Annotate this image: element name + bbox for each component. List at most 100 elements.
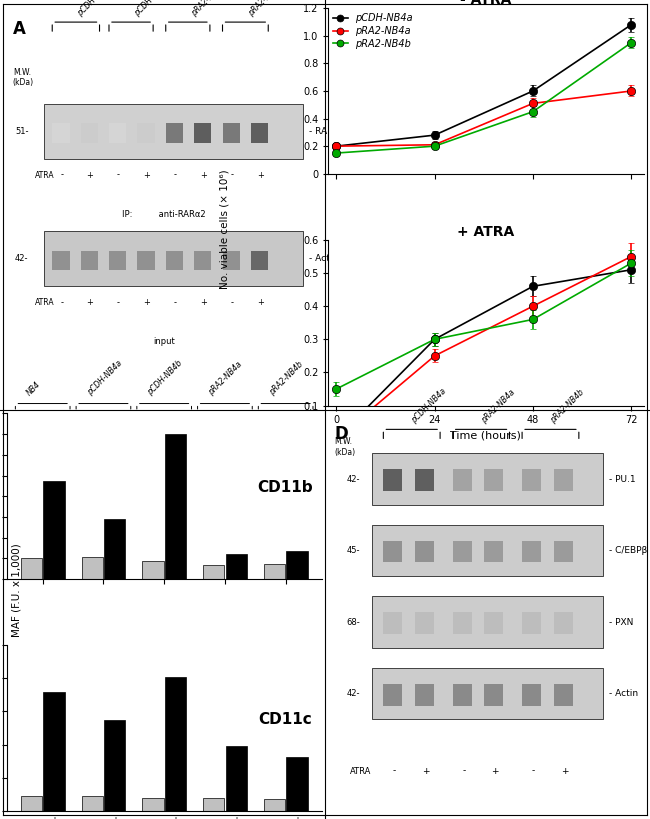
Bar (415, 469, 434, 491)
Text: -: - (393, 767, 396, 776)
Bar (372, 667, 603, 719)
Text: IP:          anti-RARα2: IP: anti-RARα2 (122, 210, 206, 219)
Text: - PXN: - PXN (609, 618, 633, 627)
Bar (194, 251, 211, 270)
Text: 42-: 42- (15, 254, 29, 263)
Bar (264, 799, 285, 811)
Text: +: + (257, 170, 264, 179)
Text: +: + (422, 767, 430, 776)
Text: +: + (144, 170, 150, 179)
Text: D: D (335, 425, 348, 443)
Bar (104, 720, 125, 811)
Bar (21, 559, 42, 579)
Bar (484, 684, 503, 705)
Bar (194, 124, 211, 143)
Text: 68-: 68- (346, 618, 359, 627)
Text: ATRA: ATRA (350, 767, 372, 776)
Text: input: input (153, 337, 175, 346)
Bar (554, 541, 573, 563)
Bar (452, 469, 472, 491)
Text: +: + (86, 170, 94, 179)
Text: +: + (257, 298, 264, 307)
Text: +: + (86, 298, 94, 307)
Text: No. viable cells (× 10⁶): No. viable cells (× 10⁶) (219, 170, 229, 289)
Text: - Actin: - Actin (309, 254, 339, 263)
Text: pCDH-NB4a: pCDH-NB4a (85, 359, 124, 397)
Text: -: - (60, 170, 63, 179)
Bar (554, 469, 573, 491)
Bar (384, 541, 402, 563)
Text: pRA2-NB4a: pRA2-NB4a (207, 360, 244, 397)
Text: +: + (561, 767, 568, 776)
Bar (142, 798, 164, 811)
Text: - C/EBPβ: - C/EBPβ (609, 546, 647, 555)
Bar (104, 519, 125, 579)
Text: MAF (F.U. x 1,000): MAF (F.U. x 1,000) (11, 543, 21, 636)
Bar (372, 596, 603, 648)
Text: pRA2-NB4b: pRA2-NB4b (549, 388, 586, 425)
Bar (372, 453, 603, 505)
Text: CD11c: CD11c (259, 713, 313, 727)
Title: + ATRA: + ATRA (457, 224, 514, 239)
Bar (137, 251, 155, 270)
Legend: pCDH-NB4a, pRA2-NB4a, pRA2-NB4b: pCDH-NB4a, pRA2-NB4a, pRA2-NB4b (333, 13, 413, 49)
Bar (384, 469, 402, 491)
Bar (81, 124, 98, 143)
Text: +: + (491, 767, 499, 776)
Bar (166, 124, 183, 143)
Text: +: + (200, 298, 207, 307)
Bar (522, 469, 541, 491)
Text: -: - (231, 298, 233, 307)
Text: NB4: NB4 (25, 379, 42, 397)
Text: pRA2-NB4b: pRA2-NB4b (267, 360, 305, 397)
Bar (384, 612, 402, 634)
Text: pCDH-NB4a: pCDH-NB4a (410, 387, 448, 425)
Bar (52, 251, 70, 270)
Text: pRA2-NB4a: pRA2-NB4a (480, 388, 517, 425)
Bar (81, 795, 103, 811)
Bar (554, 612, 573, 634)
Text: -: - (174, 298, 177, 307)
Bar (203, 799, 224, 811)
Bar (415, 541, 434, 563)
Text: 51-: 51- (15, 127, 29, 136)
Bar (81, 251, 98, 270)
Bar (226, 746, 247, 811)
Bar (554, 684, 573, 705)
Bar (52, 124, 70, 143)
Bar (484, 541, 503, 563)
Text: -: - (532, 767, 535, 776)
Bar (452, 541, 472, 563)
Text: - PU.1: - PU.1 (609, 474, 636, 483)
Text: - Actin: - Actin (609, 689, 638, 698)
Bar (522, 541, 541, 563)
Text: pCDH-NB4b: pCDH-NB4b (133, 0, 171, 18)
Text: M.W.
(kDa): M.W. (kDa) (13, 68, 34, 87)
Text: 42-: 42- (346, 474, 359, 483)
Bar (165, 434, 186, 579)
Bar (264, 563, 285, 579)
Text: -: - (231, 170, 233, 179)
Text: -: - (60, 298, 63, 307)
Text: -: - (174, 170, 177, 179)
Bar (251, 124, 268, 143)
Bar (484, 612, 503, 634)
Bar (251, 251, 268, 270)
Text: B: B (259, 0, 272, 2)
Bar (415, 684, 434, 705)
Text: ATRA: ATRA (35, 298, 55, 307)
Text: -: - (462, 767, 465, 776)
Bar (372, 525, 603, 577)
Text: pRA2-NB4a: pRA2-NB4a (189, 0, 226, 18)
Bar (286, 758, 307, 811)
Bar (286, 551, 307, 579)
Text: pCDH-NB4a: pCDH-NB4a (76, 0, 114, 18)
Bar (522, 612, 541, 634)
Bar (384, 684, 402, 705)
Bar (109, 251, 126, 270)
Text: pCDH-NB4b: pCDH-NB4b (146, 359, 185, 397)
Bar (484, 469, 503, 491)
Bar (415, 612, 434, 634)
Bar (222, 251, 240, 270)
Text: 45-: 45- (346, 546, 359, 555)
